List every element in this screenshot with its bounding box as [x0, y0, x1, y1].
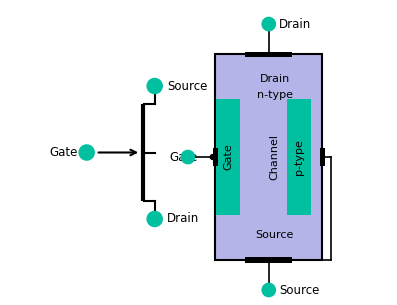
Text: p-type: p-type — [294, 139, 304, 175]
Text: Source: Source — [279, 284, 320, 296]
Bar — [245, 52, 292, 57]
Bar — [245, 257, 292, 263]
Text: Source: Source — [167, 80, 207, 92]
Text: Drain: Drain — [167, 213, 199, 225]
Bar — [287, 99, 310, 215]
Circle shape — [147, 211, 162, 227]
Text: n-type: n-type — [257, 90, 293, 100]
Text: Gate: Gate — [170, 151, 198, 163]
Bar — [215, 54, 322, 260]
Text: Source: Source — [256, 230, 294, 240]
Text: Drain: Drain — [260, 74, 290, 84]
Bar — [213, 148, 218, 166]
Bar — [216, 99, 240, 215]
Circle shape — [79, 145, 94, 160]
Text: Channel: Channel — [270, 134, 280, 180]
Circle shape — [262, 283, 276, 297]
Text: Gate: Gate — [49, 146, 77, 159]
Circle shape — [147, 78, 162, 94]
Text: Drain: Drain — [279, 18, 312, 30]
Circle shape — [262, 17, 276, 31]
Text: Gate: Gate — [223, 144, 233, 170]
Circle shape — [210, 155, 215, 160]
Bar — [320, 148, 325, 166]
Circle shape — [181, 150, 195, 164]
